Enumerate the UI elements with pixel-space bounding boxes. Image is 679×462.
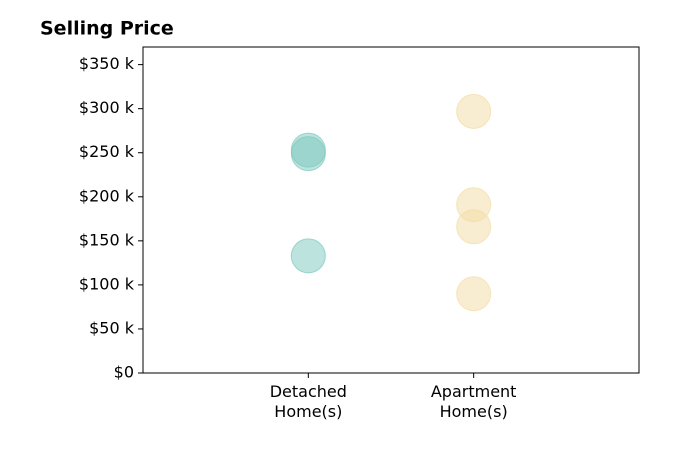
point — [456, 276, 492, 312]
y-tick-label: $100 k — [79, 274, 135, 293]
y-tick-label: $200 k — [79, 186, 135, 205]
x-tick-label: Apartment Home(s) — [430, 382, 517, 421]
x-tick-label: Detached Home(s) — [269, 382, 347, 421]
point — [456, 93, 492, 129]
y-tick-label: $350 k — [79, 54, 135, 73]
y-tick-label: $300 k — [79, 98, 135, 117]
point — [290, 238, 326, 274]
point — [456, 209, 492, 245]
chart-title: Selling Price — [40, 18, 174, 40]
y-tick-label: $50 k — [89, 318, 135, 337]
plot-frame — [142, 46, 640, 374]
y-tick-label: $0 — [114, 363, 134, 382]
point — [290, 136, 326, 172]
y-tick-label: $150 k — [79, 230, 135, 249]
y-tick-label: $250 k — [79, 142, 135, 161]
